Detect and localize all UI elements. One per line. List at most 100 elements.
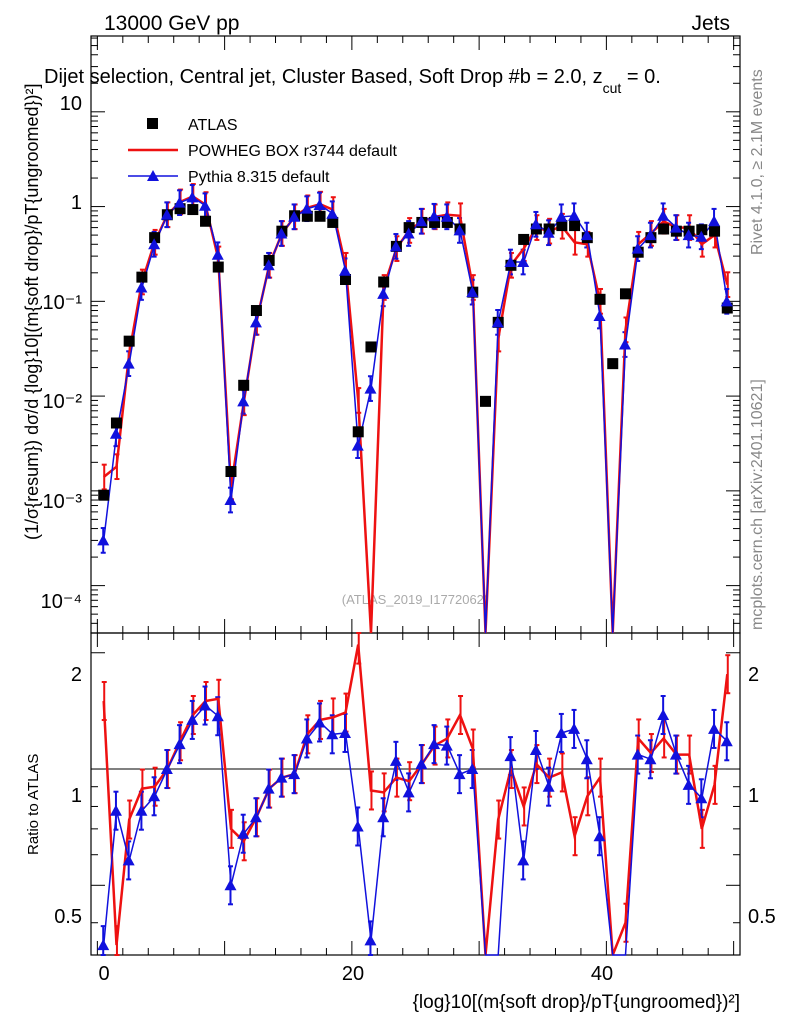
legend-atlas-marker: [147, 118, 158, 129]
pythia-ratio-point: [97, 939, 110, 951]
ratio-y-tick-labels: 2 1 0.5 2 1 0.5: [54, 664, 776, 928]
pythia-ratio-point: [351, 820, 364, 832]
pythia-ratio-point: [555, 726, 568, 738]
pythia-point: [351, 439, 364, 451]
selection-title: Dijet selection, Central jet, Cluster Ba…: [44, 66, 661, 96]
pythia-ratio-point: [695, 792, 708, 804]
legend-pythia-label: Pythia 8.315 default: [188, 169, 330, 186]
ratio-y-tick-2-right: 2: [748, 664, 759, 686]
pythia-ratio-point: [211, 710, 224, 722]
atlas-data-point: [238, 379, 250, 391]
atlas-data-point: [441, 216, 453, 228]
pythia-ratio-point: [377, 811, 390, 823]
atlas-data-point: [98, 489, 110, 501]
x-tick-20: 20: [342, 963, 364, 985]
pythia-ratio-point: [402, 786, 415, 798]
pythia-ratio-line: [102, 704, 728, 956]
pythia-point: [275, 227, 288, 239]
main-y-tick-1e-4: 10⁻⁴: [41, 591, 82, 613]
pythia-ratio-point: [593, 830, 606, 842]
atlas-data-point: [569, 220, 581, 232]
pythia-point: [364, 382, 377, 394]
ratio-y-tick-1: 1: [71, 785, 82, 807]
pythia-ratio-point: [657, 709, 670, 721]
pythia-ratio-point: [249, 811, 262, 823]
legend-powheg-label: POWHEG BOX r3744 default: [188, 143, 398, 160]
pythia-point: [199, 199, 212, 211]
atlas-data-point: [187, 204, 199, 216]
pythia-ratio-point: [109, 804, 122, 816]
atlas-data-point: [594, 293, 606, 305]
atlas-data-point: [556, 220, 568, 232]
atlas-data-point: [696, 224, 708, 236]
selection-title-main: Dijet selection, Central jet, Cluster Ba…: [44, 66, 603, 88]
pythia-ratio-point: [708, 722, 721, 734]
atlas-data-point: [403, 222, 415, 234]
pythia-ratio-point: [542, 780, 555, 792]
pythia-ratio-point: [415, 758, 428, 770]
main-y-tick-labels: 10 1 10⁻¹ 10⁻² 10⁻³ 10⁻⁴: [41, 93, 83, 613]
pythia-ratio-point: [440, 739, 453, 751]
pythia-point: [237, 395, 250, 407]
pythia-ratio-point: [504, 750, 517, 762]
pythia-point: [300, 202, 313, 214]
pythia-ratio-point: [669, 748, 682, 760]
pythia-ratio-point: [275, 771, 288, 783]
pythia-point: [377, 287, 390, 299]
pythia-point: [669, 221, 682, 233]
mcplots-side-label: mcplots.cern.ch [arXiv:2401.10621]: [749, 379, 766, 630]
main-y-tick-0p01: 10⁻²: [43, 391, 83, 413]
atlas-data-point: [721, 302, 733, 314]
pythia-ratio-point: [517, 854, 530, 866]
selection-title-sub: cut: [603, 80, 622, 96]
pythia-point: [160, 208, 173, 220]
selection-title-tail: = 0.: [621, 66, 660, 88]
atlas-data-point: [314, 210, 326, 222]
legend-pythia-marker: [147, 170, 159, 181]
pythia-ratio-point: [339, 726, 352, 738]
pythia-point: [682, 229, 695, 241]
atlas-data-point: [110, 417, 122, 429]
powheg-line: [102, 194, 729, 634]
atlas-data-point: [619, 288, 631, 300]
pythia-point: [491, 316, 504, 328]
pythia-ratio-point: [173, 738, 186, 750]
series-lines: [102, 194, 729, 956]
pythia-point: [720, 295, 733, 307]
atlas-data-point: [123, 335, 135, 347]
pythia-point: [644, 229, 657, 241]
atlas-data-point: [479, 395, 491, 407]
ratio-y-axis-title: Ratio to ATLAS: [25, 754, 42, 855]
pythia-point: [695, 230, 708, 242]
legend: ATLAS POWHEG BOX r3744 default Pythia 8.…: [128, 117, 398, 186]
pythia-ratio-point: [160, 763, 173, 775]
ratio-y-tick-0p5-right: 0.5: [748, 906, 776, 928]
pythia-ratio-point: [644, 753, 657, 765]
series-markers: [97, 191, 733, 951]
atlas-data-point: [149, 232, 161, 244]
pythia-ratio-point: [529, 744, 542, 756]
pythia-ratio-point: [148, 790, 161, 802]
pythia-point: [109, 427, 122, 439]
pythia-point: [339, 264, 352, 276]
main-y-tick-0p1: 10⁻¹: [43, 292, 83, 314]
atlas-data-point: [658, 223, 670, 235]
axis-ticks: [91, 36, 740, 955]
pythia-ratio-point: [237, 827, 250, 839]
atlas-data-point: [200, 215, 212, 227]
atlas-data-point: [429, 216, 441, 228]
pythia-point: [97, 534, 110, 546]
pythia-point: [288, 210, 301, 222]
pythia-point: [466, 286, 479, 298]
pythia-point: [186, 191, 199, 203]
pythia-ratio-point: [326, 728, 339, 740]
atlas-data-point: [365, 341, 377, 353]
pythia-point: [402, 227, 415, 239]
pythia-ratio-point: [364, 934, 377, 946]
pythia-point: [453, 224, 466, 236]
x-tick-0: 0: [98, 963, 109, 985]
pythia-ratio-point: [466, 763, 479, 775]
pythia-point: [593, 310, 606, 322]
atlas-data-point: [174, 203, 186, 215]
pythia-point: [517, 256, 530, 268]
